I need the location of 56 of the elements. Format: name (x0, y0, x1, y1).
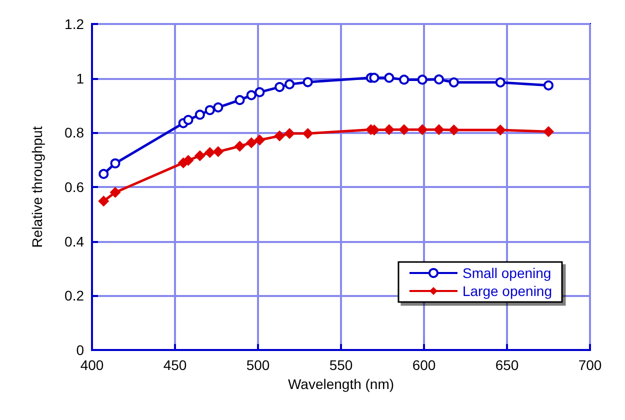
point (110, 186, 121, 198)
y-tick-label: 1.2 (64, 16, 84, 32)
point (234, 140, 246, 152)
point (494, 124, 506, 136)
point (302, 77, 313, 88)
y-tick-label: 0.4 (64, 233, 84, 250)
point (110, 158, 120, 168)
point (234, 95, 245, 106)
point (284, 128, 296, 139)
point (543, 126, 554, 138)
x-tick-label: 650 (495, 357, 519, 373)
y-tick-label: 0.6 (64, 179, 84, 195)
point (183, 114, 194, 125)
point (369, 72, 380, 83)
point (398, 124, 410, 136)
point (212, 146, 224, 158)
x-tick-label: 600 (412, 357, 436, 373)
point (434, 74, 444, 84)
point (448, 77, 459, 88)
point (98, 196, 110, 207)
point (98, 168, 109, 179)
y-tick-label: 0 (76, 342, 84, 358)
x-tick-label: 700 (578, 357, 602, 373)
point (384, 72, 394, 83)
x-tick-label: 550 (329, 357, 353, 373)
x-tick-label: 500 (246, 357, 270, 373)
point (213, 102, 224, 112)
point (246, 90, 256, 100)
point (274, 130, 286, 142)
point (384, 124, 395, 136)
y-axis-title: Relative throughput (29, 126, 45, 248)
point (254, 134, 266, 146)
point (399, 74, 410, 85)
y-tick-label: 0.2 (64, 288, 84, 304)
point (448, 124, 460, 136)
point (544, 80, 554, 90)
y-tick-label: 0.8 (64, 124, 84, 141)
point (284, 79, 295, 90)
point (416, 124, 428, 136)
point (246, 137, 257, 148)
point (417, 74, 428, 85)
point (194, 110, 205, 120)
point (204, 105, 215, 116)
x-tick-label: 400 (80, 357, 104, 373)
point (302, 128, 314, 139)
point (495, 77, 506, 88)
point (433, 124, 444, 136)
x-axis-title: Wavelength (nm) (288, 376, 394, 392)
y-tick-label: 1 (76, 70, 84, 86)
point (254, 87, 265, 98)
point (194, 150, 206, 162)
point (274, 82, 285, 92)
x-tick-label: 450 (163, 357, 187, 373)
legend-label: Large opening (462, 283, 552, 299)
point (204, 147, 216, 158)
legend-label: Small opening (462, 265, 552, 281)
